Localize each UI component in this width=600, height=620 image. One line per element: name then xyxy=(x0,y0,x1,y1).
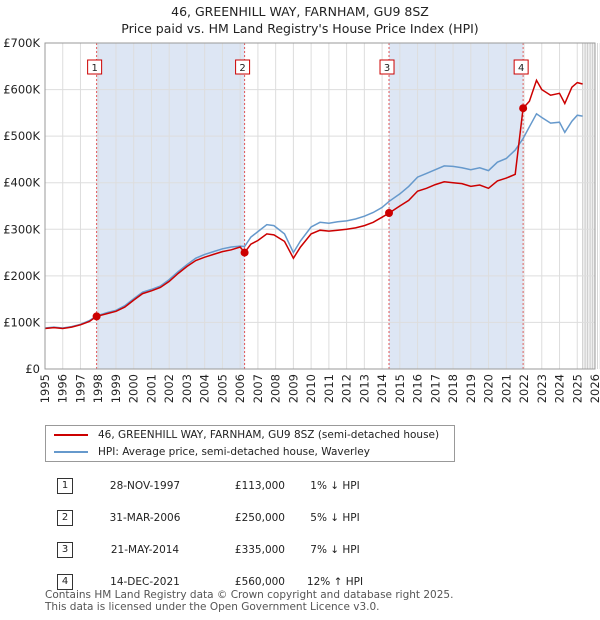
sale-price: £113,000 xyxy=(234,480,285,492)
legend-hpi-label: HPI: Average price, semi-detached house,… xyxy=(98,446,370,458)
y-tick-label: £300K xyxy=(3,222,40,236)
ownership-span xyxy=(389,43,524,369)
footer-license: This data is licensed under the Open Gov… xyxy=(45,601,380,613)
sale-hpi-diff: 12% ↑ HPI xyxy=(306,576,364,588)
x-tick-label: 2025 xyxy=(570,374,584,403)
sale-badge-box xyxy=(513,59,529,75)
forecast-region xyxy=(582,43,595,369)
table-row: 1 28-NOV-1997 £113,000 1% ↓ HPI xyxy=(45,470,385,502)
plot-frame xyxy=(44,42,596,370)
x-tick-label: 2001 xyxy=(144,374,158,403)
y-tick-label: £700K xyxy=(3,36,40,50)
sale-number-badge: 3 xyxy=(57,542,73,558)
sale-date: 21-MAY-2014 xyxy=(110,544,180,556)
x-tick-label: 2004 xyxy=(198,374,212,403)
ownership-span xyxy=(96,43,245,369)
sale-badge-box xyxy=(379,59,395,75)
sale-point xyxy=(385,208,394,217)
x-tick-label: 1999 xyxy=(109,374,123,403)
sale-price: £560,000 xyxy=(234,576,285,588)
table-row: 3 21-MAY-2014 £335,000 7% ↓ HPI xyxy=(45,534,385,566)
sale-badge-number: 3 xyxy=(384,63,390,74)
sale-date: 14-DEC-2021 xyxy=(110,576,180,588)
x-tick-label: 2007 xyxy=(251,374,265,403)
chart-title: 46, GREENHILL WAY, FARNHAM, GU9 8SZ xyxy=(171,4,429,19)
x-tick-label: 2006 xyxy=(233,374,247,403)
x-tick-label: 2010 xyxy=(304,374,318,403)
x-tick-label: 2014 xyxy=(375,374,389,403)
sale-badge-number: 1 xyxy=(91,63,97,74)
y-tick-label: £100K xyxy=(3,315,40,329)
x-tick-label: 2023 xyxy=(535,374,549,403)
sale-number-badge: 2 xyxy=(57,510,73,526)
x-tick-label: 2020 xyxy=(482,374,496,403)
x-tick-label: 2017 xyxy=(428,374,442,403)
x-tick-label: 2016 xyxy=(411,374,425,403)
sale-badge-box xyxy=(235,59,251,75)
x-tick-label: 2024 xyxy=(553,374,567,403)
x-tick-label: 2005 xyxy=(215,374,229,403)
x-tick-label: 2000 xyxy=(127,374,141,403)
sale-date: 28-NOV-1997 xyxy=(109,480,181,492)
x-tick-label: 2008 xyxy=(269,374,283,403)
x-tick-label: 2009 xyxy=(286,374,300,403)
y-tick-label: £0 xyxy=(25,362,40,376)
hpi-line xyxy=(44,112,583,329)
y-tick-label: £200K xyxy=(3,269,40,283)
y-tick-label: £600K xyxy=(3,83,40,97)
footer-copyright: Contains HM Land Registry data © Crown c… xyxy=(45,589,454,601)
sale-hpi-diff: 5% ↓ HPI xyxy=(310,512,360,524)
legend-hpi-swatch xyxy=(54,451,88,453)
x-tick-label: 1996 xyxy=(56,374,70,403)
sale-number-badge: 4 xyxy=(57,574,73,590)
x-tick-label: 2021 xyxy=(499,374,513,403)
x-tick-label: 2011 xyxy=(322,374,336,403)
sale-hpi-diff: 1% ↓ HPI xyxy=(310,480,360,492)
sale-price: £250,000 xyxy=(234,512,285,524)
sale-point xyxy=(519,104,528,113)
x-tick-label: 1995 xyxy=(38,374,52,403)
legend-item-hpi: HPI: Average price, semi-detached house,… xyxy=(54,444,370,460)
y-tick-label: £400K xyxy=(3,176,40,190)
sale-badge-number: 4 xyxy=(518,63,524,74)
sale-price: £335,000 xyxy=(234,544,285,556)
legend-price-label: 46, GREENHILL WAY, FARNHAM, GU9 8SZ (sem… xyxy=(98,429,440,441)
price-chart: 1 2 3 4 £0 £100K £200K £300K £400K £500K £600K £70… xyxy=(3,36,600,403)
sales-table: 1 28-NOV-1997 £113,000 1% ↓ HPI 2 31-MAR… xyxy=(45,470,385,598)
x-tick-label: 2026 xyxy=(588,374,600,403)
table-row: 2 31-MAR-2006 £250,000 5% ↓ HPI xyxy=(45,502,385,534)
x-tick-label: 2013 xyxy=(357,374,371,403)
sale-hpi-diff: 7% ↓ HPI xyxy=(310,544,360,556)
price-paid-line xyxy=(44,78,583,330)
sale-point xyxy=(240,248,249,257)
x-tick-label: 2002 xyxy=(162,374,176,403)
legend-price-swatch xyxy=(54,434,88,436)
x-tick-label: 2003 xyxy=(180,374,194,403)
sale-date: 31-MAR-2006 xyxy=(109,512,181,524)
sale-badge-box xyxy=(87,59,103,75)
footer: Contains HM Land Registry data © Crown c… xyxy=(45,589,453,613)
x-tick-label: 2018 xyxy=(446,374,460,403)
x-tick-label: 1998 xyxy=(91,374,105,403)
x-tick-label: 2012 xyxy=(340,374,354,403)
x-tick-label: 2019 xyxy=(464,374,478,403)
x-tick-label: 2015 xyxy=(393,374,407,403)
sale-badge-number: 2 xyxy=(239,63,245,74)
sale-point xyxy=(92,312,101,321)
x-tick-label: 2022 xyxy=(517,374,531,403)
y-tick-label: £500K xyxy=(3,129,40,143)
sale-number-badge: 1 xyxy=(57,478,73,494)
table-row: 4 14-DEC-2021 £560,000 12% ↑ HPI xyxy=(45,566,385,598)
chart-subtitle: Price paid vs. HM Land Registry's House … xyxy=(121,21,479,36)
chart-legend: 46, GREENHILL WAY, FARNHAM, GU9 8SZ (sem… xyxy=(45,425,455,462)
x-tick-label: 1997 xyxy=(73,374,87,403)
legend-item-price: 46, GREENHILL WAY, FARNHAM, GU9 8SZ (sem… xyxy=(54,427,439,443)
